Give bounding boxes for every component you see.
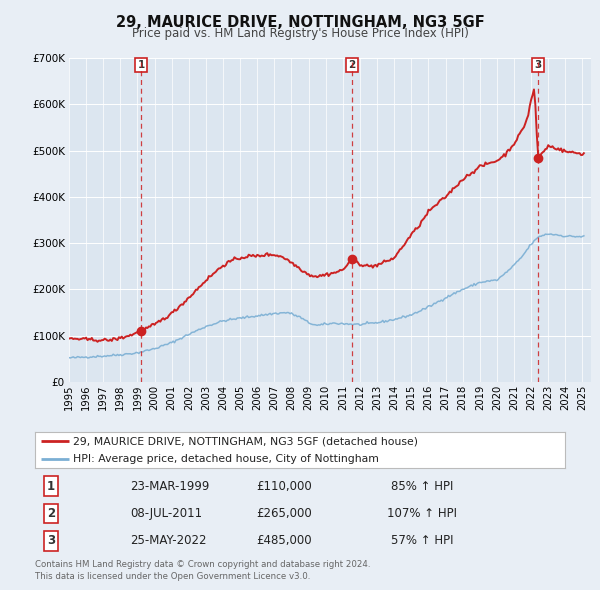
Text: £265,000: £265,000 [256,507,312,520]
Text: 1: 1 [138,60,145,70]
Text: 1: 1 [47,480,55,493]
Text: 2: 2 [348,60,355,70]
Text: 25-MAY-2022: 25-MAY-2022 [130,535,207,548]
Text: HPI: Average price, detached house, City of Nottingham: HPI: Average price, detached house, City… [73,454,379,464]
Text: 29, MAURICE DRIVE, NOTTINGHAM, NG3 5GF: 29, MAURICE DRIVE, NOTTINGHAM, NG3 5GF [116,15,484,30]
Text: 29, MAURICE DRIVE, NOTTINGHAM, NG3 5GF (detached house): 29, MAURICE DRIVE, NOTTINGHAM, NG3 5GF (… [73,436,418,446]
Text: Price paid vs. HM Land Registry's House Price Index (HPI): Price paid vs. HM Land Registry's House … [131,27,469,40]
Text: 2: 2 [47,507,55,520]
Text: 3: 3 [535,60,542,70]
Text: £485,000: £485,000 [256,535,312,548]
Text: 107% ↑ HPI: 107% ↑ HPI [387,507,457,520]
Text: 57% ↑ HPI: 57% ↑ HPI [391,535,453,548]
Text: 85% ↑ HPI: 85% ↑ HPI [391,480,453,493]
Text: £110,000: £110,000 [256,480,312,493]
Text: 3: 3 [47,535,55,548]
Text: 08-JUL-2011: 08-JUL-2011 [130,507,203,520]
Text: 23-MAR-1999: 23-MAR-1999 [130,480,210,493]
Text: Contains HM Land Registry data © Crown copyright and database right 2024.
This d: Contains HM Land Registry data © Crown c… [35,560,371,581]
